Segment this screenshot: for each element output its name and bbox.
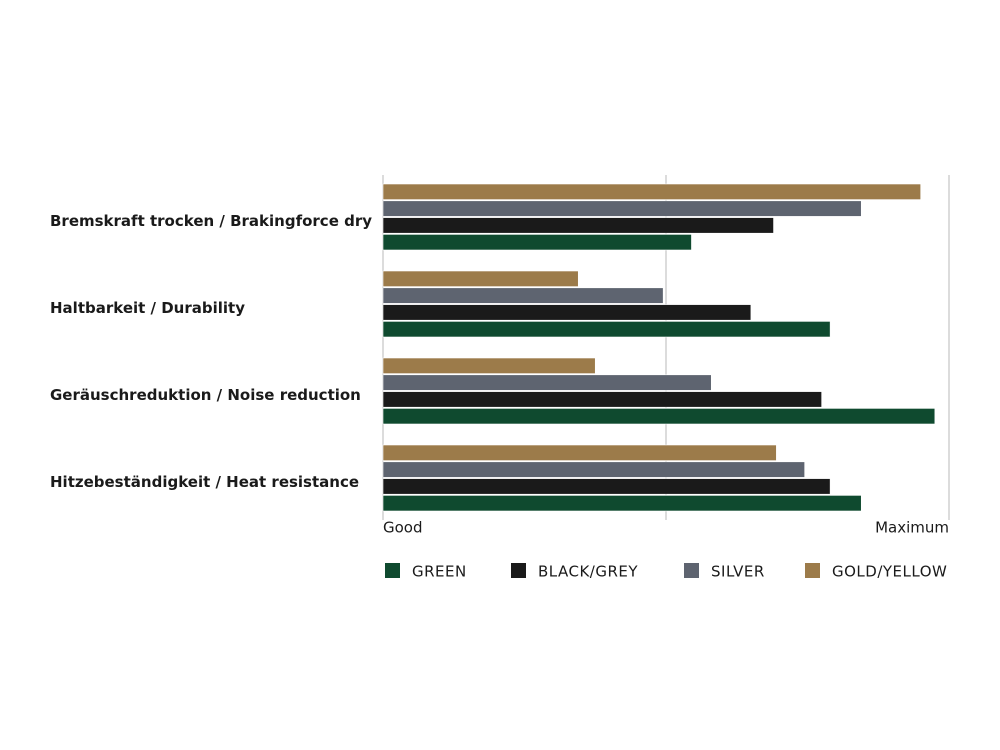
category-label: Bremskraft trocken / Brakingforce dry	[50, 212, 372, 230]
legend-swatch	[805, 563, 820, 578]
x-tick-label: Maximum	[875, 519, 949, 537]
category-label: Hitzebeständigkeit / Heat resistance	[50, 473, 359, 491]
bar	[382, 461, 805, 478]
bar	[382, 270, 579, 287]
bar	[382, 444, 777, 461]
bar	[382, 234, 692, 251]
legend-label: GREEN	[412, 563, 467, 581]
legend-swatch	[511, 563, 526, 578]
bar	[382, 321, 831, 338]
bar	[382, 495, 862, 512]
x-tick-label: Good	[383, 519, 423, 537]
bar	[382, 374, 712, 391]
legend-swatch	[684, 563, 699, 578]
bar	[382, 217, 774, 234]
category-label: Haltbarkeit / Durability	[50, 299, 245, 317]
bar	[382, 287, 664, 304]
bar	[382, 304, 752, 321]
bar	[382, 183, 922, 200]
bar	[382, 200, 862, 217]
legend-swatch	[385, 563, 400, 578]
bar	[382, 391, 822, 408]
category-label: Geräuschreduktion / Noise reduction	[50, 386, 361, 404]
legend-label: BLACK/GREY	[538, 563, 638, 581]
bar	[382, 408, 936, 425]
legend-label: SILVER	[711, 563, 765, 581]
bar	[382, 357, 596, 374]
bar	[382, 478, 831, 495]
legend-label: GOLD/YELLOW	[832, 563, 947, 581]
